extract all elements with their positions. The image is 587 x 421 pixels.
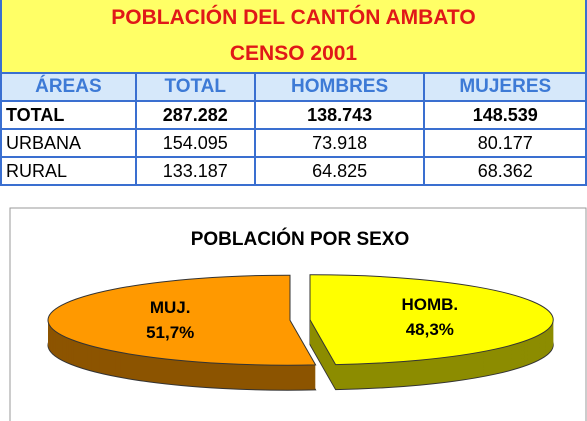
cell: 80.177 <box>423 128 587 158</box>
cell: 148.539 <box>423 100 587 130</box>
slice-value: 48,3% <box>406 320 454 339</box>
population-table: POBLACIÓN DEL CANTÓN AMBATO CENSO 2001 Á… <box>0 0 587 186</box>
cell: 154.095 <box>134 128 256 158</box>
pie-slice <box>47 274 317 366</box>
chart: POBLACIÓN POR SEXO HOMB. 48,3% MUJ. 51,7% <box>9 207 587 421</box>
slice-value: 51,7% <box>146 323 194 342</box>
cell: TOTAL <box>0 100 137 130</box>
cell: 133.187 <box>134 156 256 186</box>
header: TOTAL <box>134 72 256 102</box>
cell: 73.918 <box>253 128 426 158</box>
table-title: POBLACIÓN DEL CANTÓN AMBATO <box>0 0 587 36</box>
pie-slice <box>309 274 554 366</box>
chart-title: POBLACIÓN POR SEXO <box>191 228 410 250</box>
header: HOMBRES <box>253 72 426 102</box>
cell: 68.362 <box>423 156 587 186</box>
cell: 64.825 <box>253 156 426 186</box>
table-subtitle: CENSO 2001 <box>0 36 587 73</box>
slice-label: HOMB. <box>401 295 458 314</box>
slice-label: MUJ. <box>150 298 191 317</box>
cell: 287.282 <box>134 100 256 130</box>
cell: 138.743 <box>253 100 426 130</box>
cell: RURAL <box>0 156 137 186</box>
cell: URBANA <box>0 128 137 158</box>
header: ÁREAS <box>0 72 137 102</box>
header: MUJERES <box>423 72 587 102</box>
